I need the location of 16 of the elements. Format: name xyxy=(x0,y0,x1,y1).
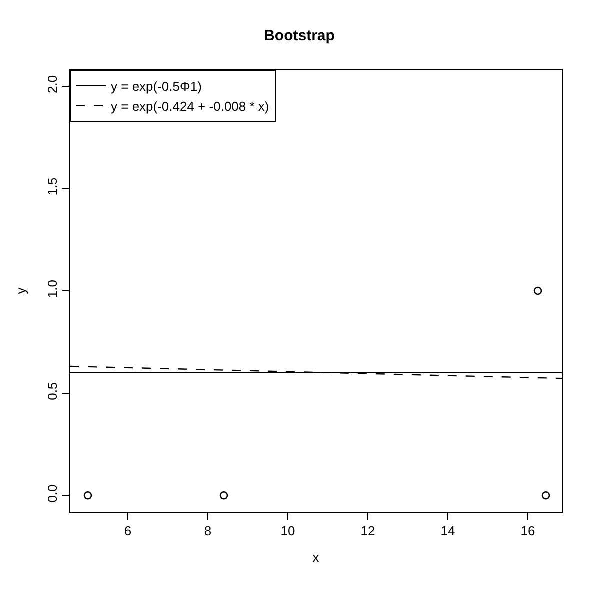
y-tick-label: 2.0 xyxy=(44,75,60,94)
y-tick-label: 1.0 xyxy=(44,280,60,298)
y-tick-label: 1.5 xyxy=(44,178,60,196)
x-tick-label: 6 xyxy=(124,524,132,539)
y-tick-label: 0.5 xyxy=(44,382,60,400)
x-tick-label: 12 xyxy=(360,524,376,539)
x-tick-label: 8 xyxy=(204,524,212,539)
legend-label: y = exp(-0.424 + -0.008 * x) xyxy=(111,98,270,114)
x-tick-label: 10 xyxy=(280,524,296,539)
chart-title: Bootstrap xyxy=(264,28,335,44)
legend-label: y = exp(-0.5Φ1) xyxy=(111,79,202,94)
y-tick-label: 0.0 xyxy=(44,484,60,503)
x-tick-label: 16 xyxy=(520,524,536,539)
x-tick-label: 14 xyxy=(440,524,456,539)
x-axis-title: x xyxy=(312,550,320,566)
y-axis-title: y xyxy=(14,287,29,294)
